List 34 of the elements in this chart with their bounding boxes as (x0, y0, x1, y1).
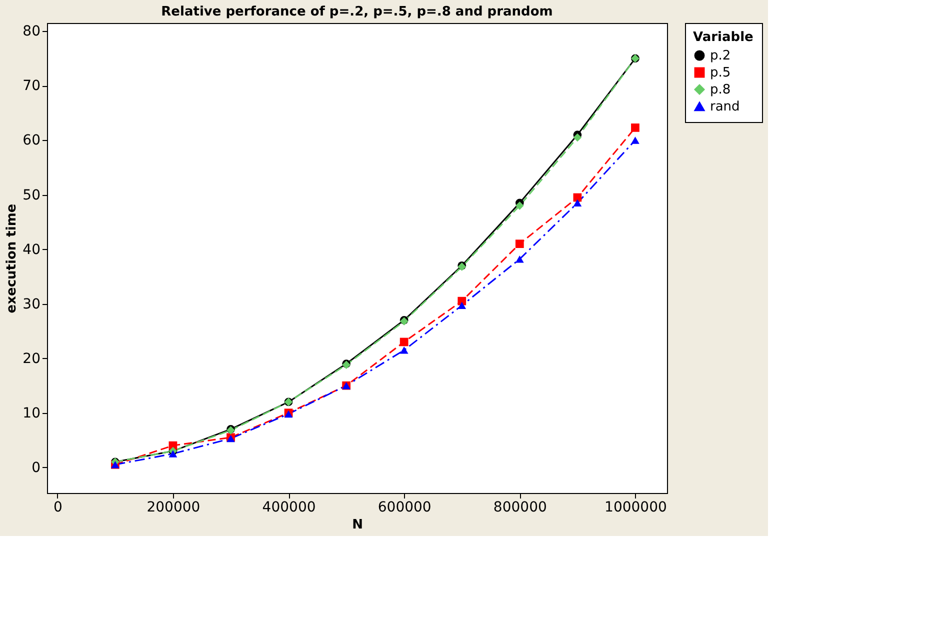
x-tick-label: 200000 (146, 500, 200, 516)
point (168, 450, 178, 458)
y-tick-label: 0 (32, 460, 40, 476)
y-axis-title: execution time (4, 204, 20, 314)
point (515, 240, 524, 248)
legend-label: p.5 (710, 66, 731, 80)
point (515, 201, 524, 210)
x-tick-label: 400000 (262, 500, 316, 516)
legend-label: p.2 (710, 48, 731, 64)
x-tick-label: 800000 (493, 500, 547, 516)
point (573, 199, 582, 207)
y-tick-label: 60 (22, 132, 40, 149)
point (573, 133, 582, 142)
chart-title: Relative perforance of p=.2, p=.5, p=.8 and prandom (161, 4, 553, 20)
legend-label: rand (710, 100, 740, 114)
y-tick-label: 70 (22, 78, 40, 94)
x-tick-label: 1000000 (604, 500, 667, 516)
legend-label: p.8 (710, 82, 731, 98)
point (515, 255, 524, 263)
y-tick-label: 80 (22, 24, 40, 40)
y-tick-label: 30 (22, 296, 40, 312)
point (400, 338, 408, 346)
point (400, 346, 408, 354)
y-tick-label: 10 (22, 405, 40, 422)
y-tick-label: 40 (22, 242, 40, 258)
y-tick-label: 20 (22, 350, 40, 367)
x-tick-label: 0 (53, 500, 62, 516)
point (631, 136, 640, 144)
legend-title: Variable (693, 30, 754, 45)
point (458, 302, 466, 310)
y-tick-label: 50 (22, 187, 40, 204)
x-axis-title: N (352, 518, 363, 532)
point (631, 124, 640, 132)
x-tick-label: 600000 (378, 500, 432, 516)
